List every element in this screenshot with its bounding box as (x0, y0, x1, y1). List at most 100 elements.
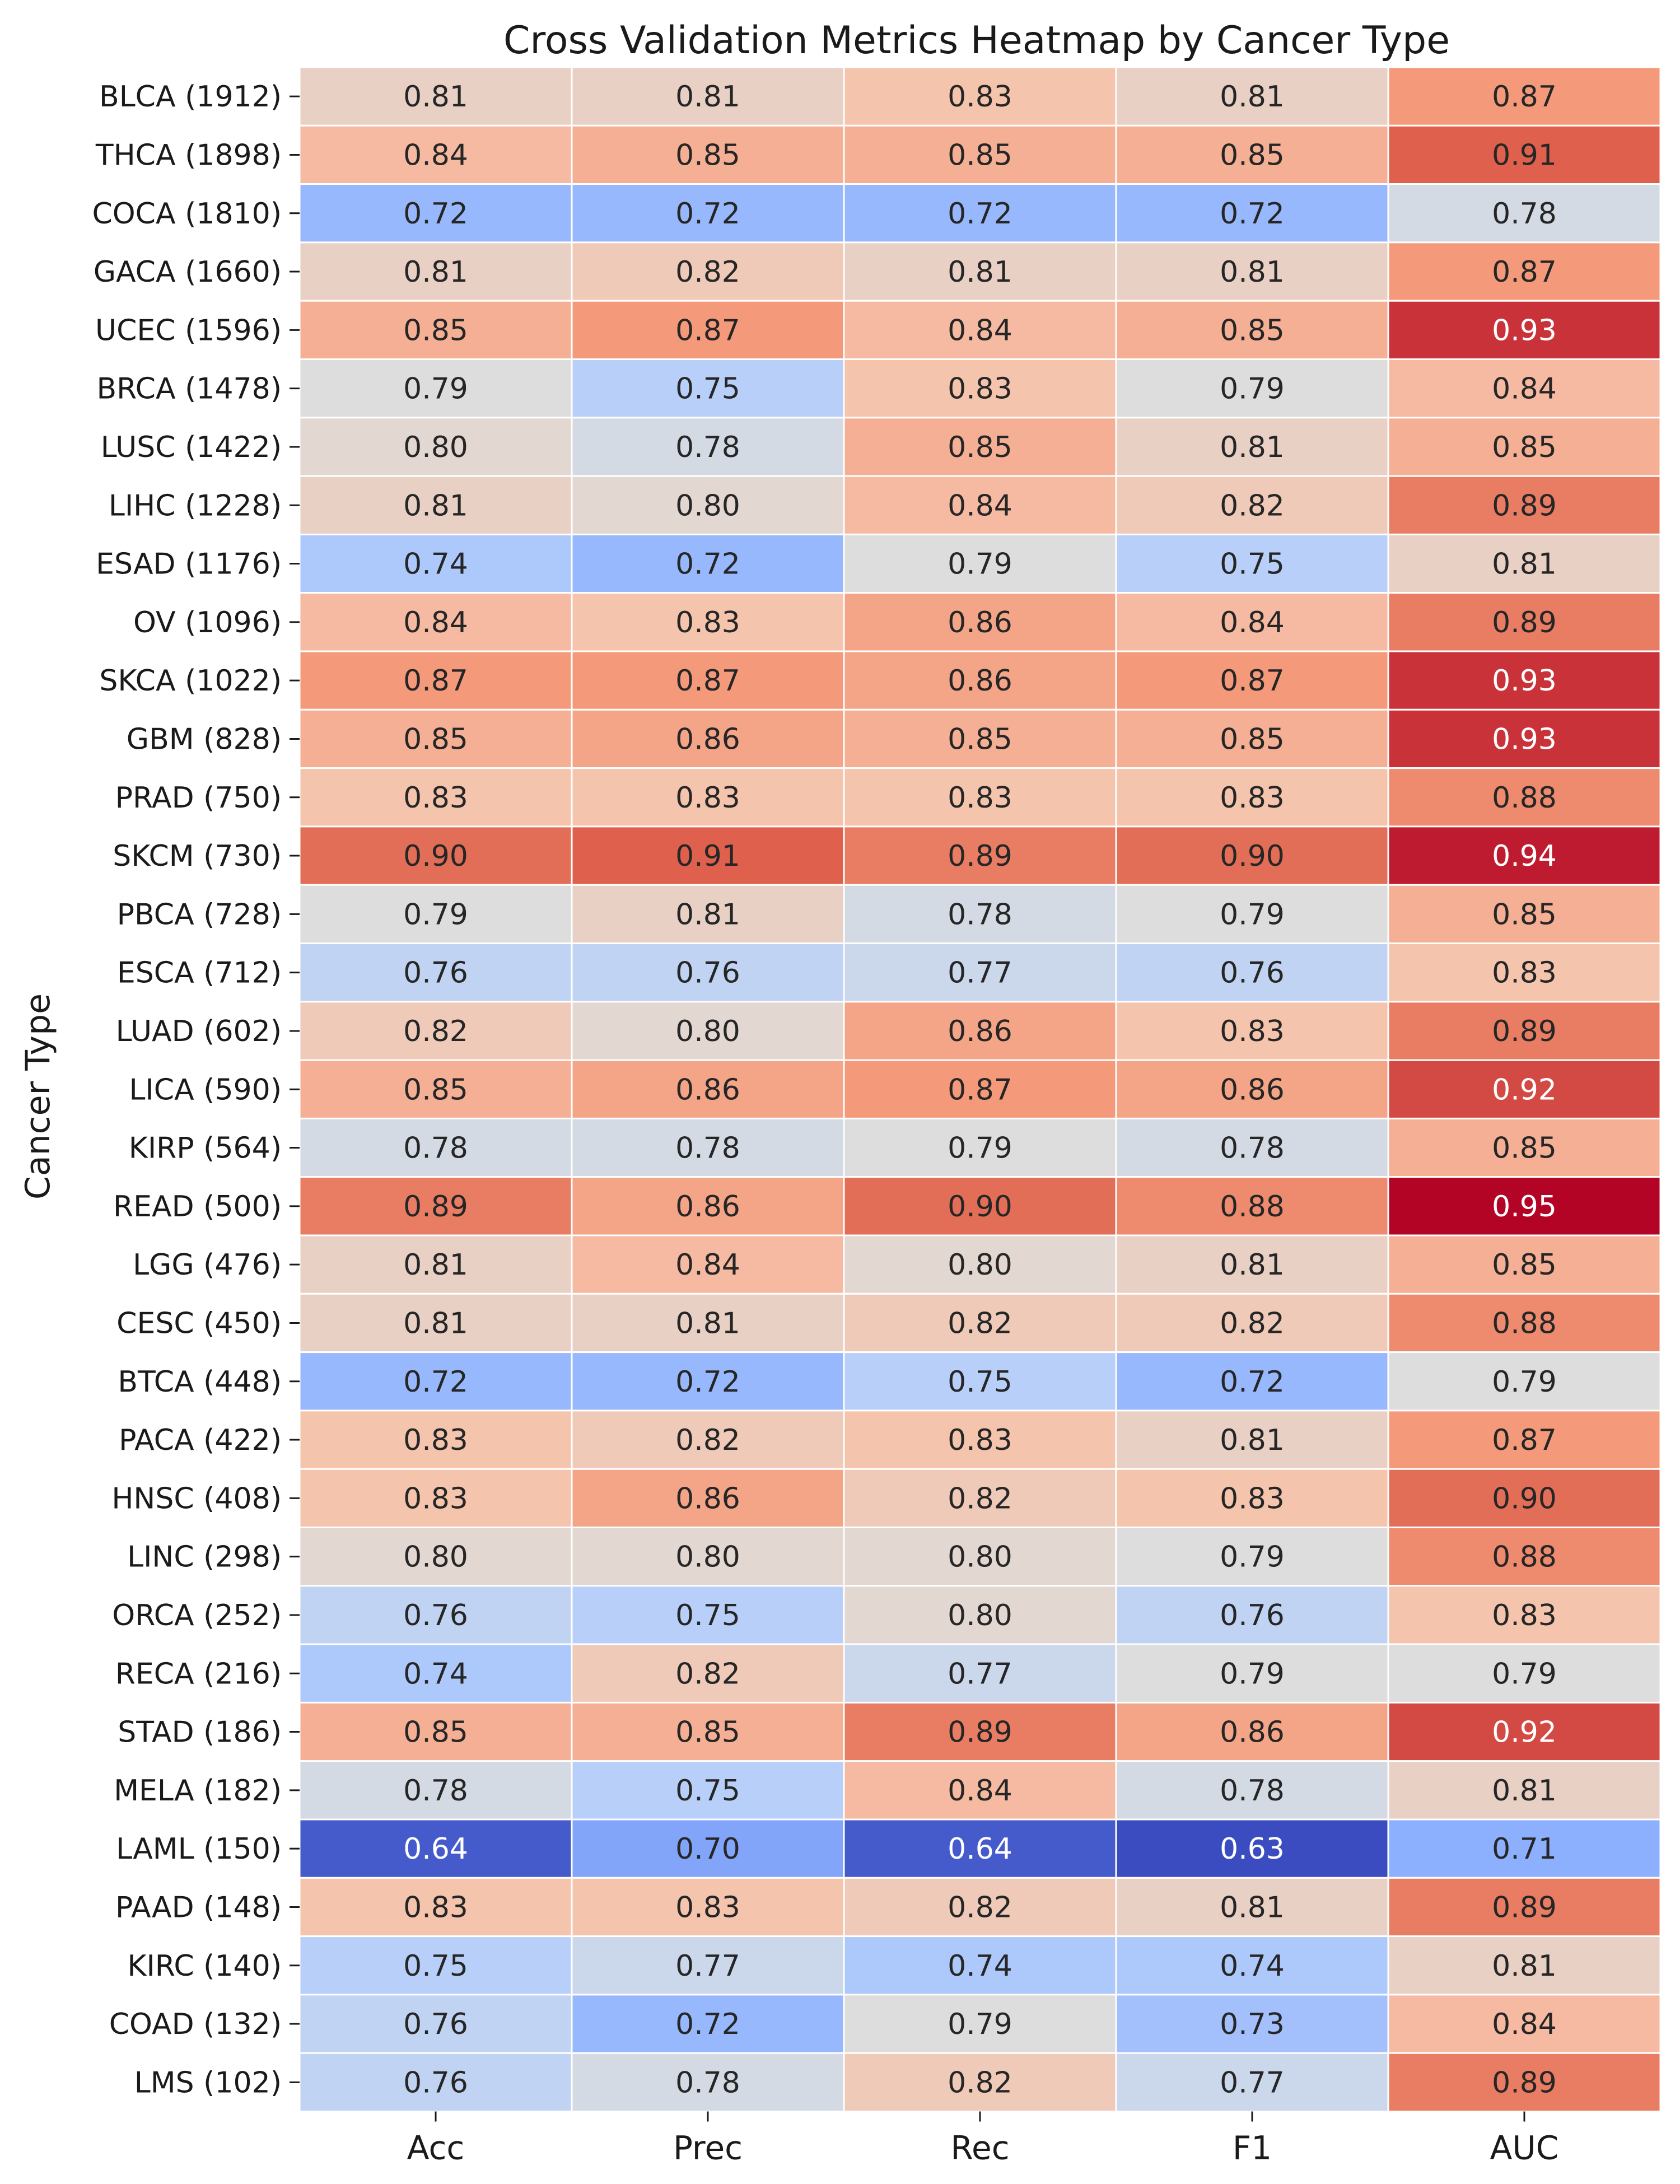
y-tick-label: COCA (1810) (92, 197, 282, 231)
cell-value-label: 0.86 (948, 606, 1012, 640)
cell-value-label: 0.70 (675, 1832, 740, 1866)
cell-value-label: 0.77 (675, 1949, 740, 1983)
heatmap-cell (298, 825, 573, 886)
cell-value-label: 0.82 (675, 255, 740, 289)
heatmap-cell (843, 1760, 1117, 1821)
heatmap-cell (1387, 124, 1662, 185)
cell-value-label: 0.85 (1492, 898, 1557, 931)
x-tick-label: AUC (1490, 2129, 1559, 2167)
cell-value-label: 0.85 (403, 314, 468, 347)
cell-value-label: 0.81 (1492, 1949, 1557, 1983)
cell-value-label: 0.76 (1220, 1599, 1285, 1632)
heatmap-cell (1387, 1351, 1662, 1412)
heatmap-cell (1387, 1176, 1662, 1236)
cell-value-label: 0.85 (948, 431, 1012, 464)
y-tick-label: PAAD (148) (115, 1891, 282, 1924)
cell-value-label: 0.79 (403, 898, 468, 931)
heatmap-cell (298, 1410, 573, 1470)
cell-value-label: 0.83 (948, 80, 1012, 114)
cell-value-label: 0.80 (675, 1541, 740, 1574)
heatmap-cell (571, 66, 845, 127)
cell-value-label: 0.89 (1492, 489, 1557, 522)
cell-value-label: 0.85 (1492, 1248, 1557, 1282)
heatmap-cell (298, 1877, 573, 1938)
heatmap-cell (298, 66, 573, 127)
cell-value-label: 0.73 (1220, 2008, 1285, 2041)
heatmap-cell (571, 1701, 845, 1762)
cell-value-label: 0.81 (1220, 1248, 1285, 1282)
cell-value-label: 0.85 (675, 138, 740, 172)
cell-value-label: 0.72 (1220, 197, 1285, 231)
heatmap-cell (1115, 1760, 1389, 1821)
heatmap-cell (571, 183, 845, 244)
heatmap-cell (1115, 1117, 1389, 1178)
heatmap-cell (571, 1994, 845, 2054)
cell-value-label: 0.89 (1492, 2066, 1557, 2099)
cell-value-label: 0.72 (675, 548, 740, 581)
cell-value-label: 0.83 (1220, 781, 1285, 815)
heatmap-cell (843, 1234, 1117, 1295)
heatmap-cell (298, 650, 573, 711)
cell-value-label: 0.86 (948, 664, 1012, 698)
heatmap-cell (843, 66, 1117, 127)
heatmap-cell (571, 1351, 845, 1412)
heatmap-cell (1115, 1527, 1389, 1587)
cell-value-label: 0.72 (948, 197, 1012, 231)
cell-value-label: 0.81 (675, 898, 740, 931)
cell-value-label: 0.71 (1492, 1832, 1557, 1866)
cell-value-label: 0.74 (948, 1949, 1012, 1983)
heatmap-cell (571, 1468, 845, 1528)
cell-value-label: 0.81 (675, 1306, 740, 1340)
cell-value-label: 0.81 (403, 1248, 468, 1282)
heatmap-cell (1115, 650, 1389, 711)
cell-value-label: 0.88 (1492, 1306, 1557, 1340)
heatmap-cell (1115, 884, 1389, 944)
cell-value-label: 0.85 (1220, 314, 1285, 347)
y-tick-label: BRCA (1478) (96, 372, 282, 406)
cell-value-label: 0.85 (948, 722, 1012, 756)
cell-value-label: 0.84 (1492, 372, 1557, 406)
cell-value-label: 0.82 (1220, 489, 1285, 522)
heatmap-cell (843, 358, 1117, 419)
cell-value-label: 0.86 (675, 722, 740, 756)
heatmap-cell (1115, 708, 1389, 769)
heatmap-cell (1387, 1410, 1662, 1470)
heatmap-cell (571, 533, 845, 594)
heatmap-cell (1387, 1234, 1662, 1295)
heatmap-cell (298, 942, 573, 1003)
cell-value-label: 0.90 (948, 1190, 1012, 1224)
heatmap-cell (1115, 1818, 1389, 1879)
cell-value-label: 0.89 (403, 1190, 468, 1224)
cell-value-label: 0.78 (1492, 197, 1557, 231)
cell-value-label: 0.85 (403, 722, 468, 756)
heatmap-cell (1115, 358, 1389, 419)
cell-value-label: 0.79 (1492, 1657, 1557, 1691)
y-tick-label: SKCM (730) (113, 839, 282, 873)
cell-value-label: 0.76 (403, 2008, 468, 2041)
heatmap-cell (298, 1818, 573, 1879)
cell-value-label: 0.76 (403, 1599, 468, 1632)
heatmap-cell (298, 300, 573, 361)
cell-value-label: 0.84 (1220, 606, 1285, 640)
heatmap-cell (571, 1935, 845, 1996)
cell-value-label: 0.84 (403, 606, 468, 640)
cell-value-label: 0.80 (948, 1599, 1012, 1632)
heatmap-cell (1115, 1585, 1389, 1645)
y-tick-label: CESC (450) (116, 1306, 282, 1340)
cell-value-label: 0.83 (403, 1891, 468, 1924)
y-tick-label: LAML (150) (116, 1832, 282, 1866)
y-tick-label: HNSC (408) (111, 1482, 282, 1515)
heatmap-cell (843, 1994, 1117, 2054)
cell-value-label: 0.78 (403, 1132, 468, 1165)
cell-value-label: 0.75 (675, 372, 740, 406)
cell-value-label: 0.83 (675, 1891, 740, 1924)
heatmap-cell (843, 2052, 1117, 2112)
cell-value-label: 0.64 (948, 1832, 1012, 1866)
cell-value-label: 0.75 (675, 1774, 740, 1808)
heatmap-cell (843, 1001, 1117, 1061)
cell-value-label: 0.83 (1220, 1015, 1285, 1048)
y-tick-label: LINC (298) (127, 1541, 282, 1574)
cell-value-label: 0.85 (1220, 722, 1285, 756)
heatmap-cell (571, 1527, 845, 1587)
heatmap-cell (571, 358, 845, 419)
